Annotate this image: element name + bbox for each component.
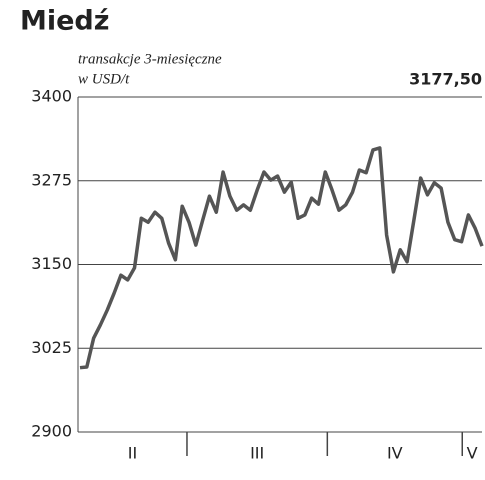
y-tick-label: 3025 [31, 338, 72, 357]
subtitle: transakcje 3-miesięczne [78, 51, 222, 67]
x-tick-label: II [128, 444, 137, 463]
x-tick-label: IV [387, 444, 403, 463]
x-tick-label: V [467, 444, 478, 463]
y-tick-label: 3275 [31, 170, 72, 189]
chart-title: Miedź [20, 6, 109, 37]
y-tick-label: 2900 [31, 422, 72, 441]
y-tick-label: 3400 [31, 87, 72, 106]
x-tick-label: III [250, 444, 264, 463]
subtitle: w USD/t [78, 71, 130, 87]
y-tick-label: 3150 [31, 254, 72, 273]
price-line [79, 146, 484, 370]
current-value: 3177,50 [409, 70, 482, 89]
